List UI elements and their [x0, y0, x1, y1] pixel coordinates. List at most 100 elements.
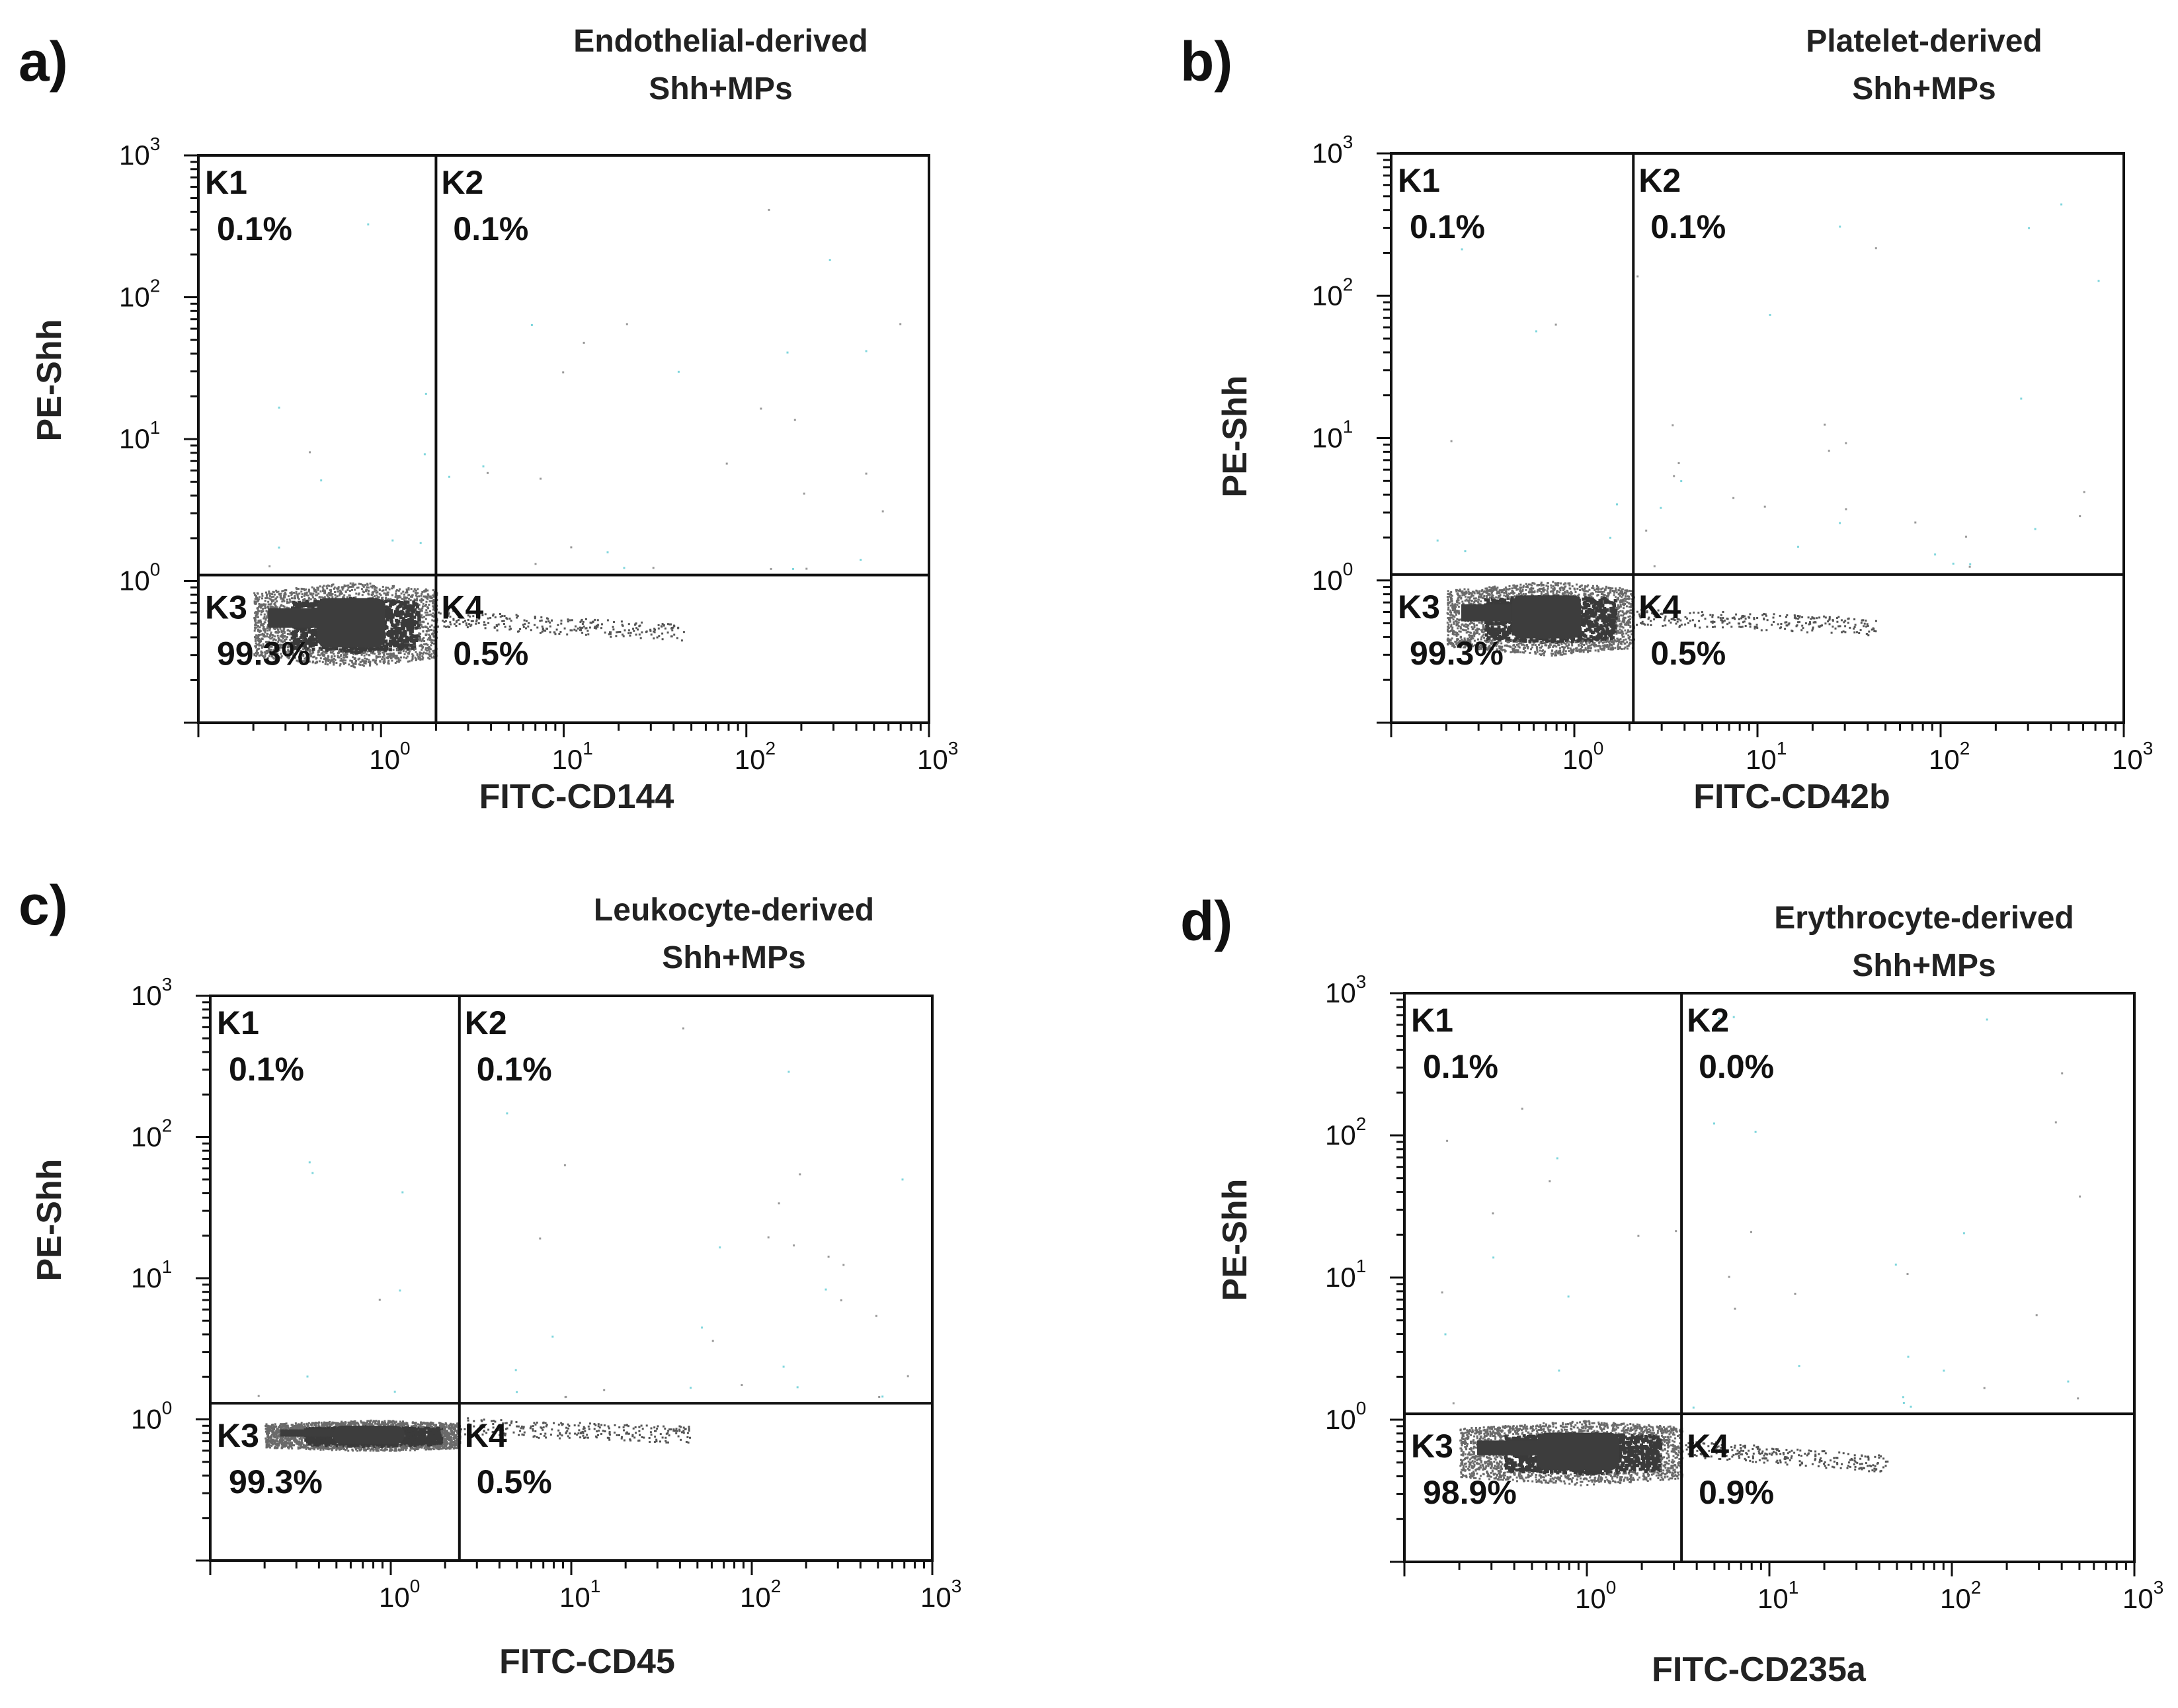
population-dot [419, 608, 422, 611]
population-dot [264, 618, 267, 621]
population-dot [327, 584, 329, 587]
population-dot [433, 655, 435, 658]
population-dot [1620, 614, 1623, 617]
population-dot [1525, 593, 1527, 595]
population-dot [1583, 590, 1586, 593]
population-dot [1481, 631, 1484, 633]
population-dot [284, 654, 287, 657]
population-dot [276, 628, 279, 631]
population-dot [276, 591, 278, 594]
population-dot [280, 604, 283, 606]
population-dot [406, 620, 410, 624]
population-dot [282, 590, 284, 592]
population-dot [302, 660, 304, 663]
population-dot [410, 588, 413, 590]
tail-dot [617, 631, 620, 633]
sparse-event-dot [625, 323, 628, 325]
population-dot [269, 649, 271, 651]
population-dot [277, 637, 280, 639]
population-dot [329, 592, 332, 594]
tail-dot [573, 628, 576, 631]
population-dot [357, 587, 360, 589]
population-dot [1448, 602, 1451, 604]
population-dot [1490, 625, 1494, 629]
population-dot [358, 650, 362, 654]
population-dot [315, 657, 318, 659]
population-dot [417, 611, 421, 615]
population-dot [266, 635, 268, 637]
population-dot [402, 617, 406, 621]
population-dot [403, 653, 406, 655]
population-dot [409, 631, 413, 635]
population-dot [315, 661, 318, 663]
population-dot [256, 607, 259, 610]
tail-dot [671, 629, 674, 631]
tail-dot [622, 633, 624, 636]
population-dot [255, 650, 258, 653]
population-dot [1455, 635, 1458, 637]
population-dot [394, 610, 397, 614]
population-dot [307, 590, 310, 592]
tail-dot [653, 637, 655, 639]
tail-dot [468, 623, 471, 626]
population-dot [268, 629, 271, 631]
tail-dot [458, 619, 460, 622]
population-dot [331, 583, 333, 586]
population-dot [1467, 590, 1470, 593]
population-dot [1630, 590, 1633, 592]
population-dot [1595, 590, 1597, 593]
population-dot [315, 639, 319, 643]
population-dot [339, 659, 342, 662]
population-dot [300, 602, 303, 606]
population-dot [266, 627, 268, 630]
population-dot [402, 619, 406, 623]
population-dot [412, 641, 416, 645]
population-dot [409, 628, 413, 631]
population-dot [273, 638, 276, 641]
population-dot [288, 601, 290, 604]
population-dot [1462, 640, 1465, 643]
population-dot [1556, 651, 1558, 654]
population-dot [310, 604, 314, 608]
population-dot [325, 661, 327, 663]
population-dot [303, 657, 306, 660]
population-dot [1499, 594, 1502, 596]
population-dot [284, 593, 287, 596]
population-dot [391, 653, 393, 655]
population-dot [387, 614, 391, 618]
population-dot [1604, 620, 1608, 624]
tail-dot [551, 620, 553, 622]
population-dot [419, 639, 421, 641]
population-dot [403, 656, 405, 659]
population-dot [419, 656, 421, 659]
population-dot [391, 624, 395, 628]
population-dot [389, 635, 393, 639]
population-dot [1454, 607, 1457, 610]
population-dot [1458, 619, 1461, 621]
population-dot [1568, 587, 1571, 590]
population-dot [1558, 651, 1560, 654]
population-dot [397, 600, 401, 604]
population-dot [1550, 587, 1553, 589]
population-dot [268, 592, 271, 595]
population-dot [1564, 650, 1567, 653]
population-dot [1622, 632, 1625, 635]
tail-dot [465, 624, 468, 627]
population-dot [395, 655, 398, 657]
population-dot [268, 628, 271, 630]
population-dot [410, 636, 414, 640]
population-dot [266, 642, 268, 645]
tail-dot [581, 631, 584, 634]
population-dot [325, 651, 327, 654]
population-dot [276, 643, 278, 645]
population-dot [1531, 582, 1534, 585]
panel-label: b) [1180, 30, 1232, 93]
population-dot [424, 618, 427, 620]
tail-dot [508, 618, 511, 620]
population-dot [1619, 623, 1621, 626]
population-dot [376, 594, 378, 596]
population-dot [335, 662, 338, 665]
population-dot [1561, 587, 1564, 589]
population-dot [255, 651, 257, 654]
population-dot [1488, 586, 1491, 589]
